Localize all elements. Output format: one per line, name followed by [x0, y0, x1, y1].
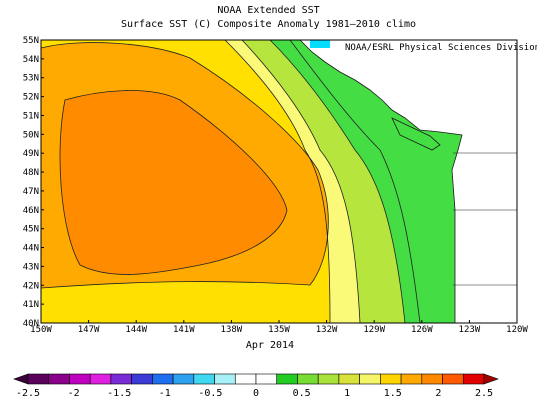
lat-tick-label: 42N: [23, 281, 39, 291]
colorbar-label: -0.5: [198, 388, 222, 399]
colorbar-below-arrow: [13, 373, 29, 385]
colorbar-cell: [317, 373, 340, 385]
colorbar-cell: [297, 373, 319, 385]
contour-lines: [41, 40, 421, 323]
colorbar-cell: [380, 373, 402, 385]
colorbar-cell: [48, 373, 70, 385]
lon-tick-label: 120W: [506, 325, 528, 335]
lat-axis: 55N 54N 53N 52N 51N 50N 49N 48N 47N 46N 45N 44N 43N 4…: [23, 36, 44, 329]
colorbar-label: -1: [159, 388, 171, 399]
credit-box: [343, 41, 516, 52]
colorbar-cell: [400, 373, 423, 385]
colorbar-label: 1: [344, 388, 350, 399]
colorbar-cell: [172, 373, 195, 385]
colorbar-label: 1.5: [384, 388, 402, 399]
lon-tick-label: 126W: [411, 325, 433, 335]
colorbar-above-arrow: [483, 373, 499, 385]
colorbar-cell: [131, 373, 153, 385]
lon-tick-label: 144W: [125, 325, 147, 335]
colorbar-label: 2: [435, 388, 441, 399]
colorbar-label: -2: [68, 388, 80, 399]
lat-tick-label: 49N: [23, 149, 39, 159]
colorbar-cell: [359, 373, 381, 385]
lat-tick-label: 48N: [23, 168, 39, 178]
cyan-coastal-patch: [310, 40, 330, 48]
lon-tick-label: 138W: [221, 325, 243, 335]
colorbar-cell: [27, 373, 50, 385]
colorbar-cell: [338, 373, 360, 385]
colorbar-cell: [234, 373, 257, 385]
lat-tick-label: 40N: [23, 319, 39, 329]
lat-tick-label: 50N: [23, 130, 39, 140]
lon-tick-label: 141W: [173, 325, 195, 335]
colorbar-cell: [152, 373, 174, 385]
colorbar-label: 2.5: [475, 388, 493, 399]
credit-label: NOAA/ESRL Physical Sciences Division: [345, 43, 537, 53]
colorbar-label: -1.5: [107, 388, 131, 399]
colorbar-cells: [13, 373, 499, 385]
colorbar-cell: [110, 373, 132, 385]
lat-tick-label: 45N: [23, 225, 39, 235]
lat-tick-label: 46N: [23, 206, 39, 216]
lon-tick-label: 123W: [459, 325, 481, 335]
colorbar-cell: [421, 373, 443, 385]
lon-tick-label: 132W: [316, 325, 338, 335]
map-title: NOAA Extended SST: [217, 5, 320, 16]
lat-tick-label: 43N: [23, 262, 39, 272]
colorbar-cell: [193, 373, 215, 385]
colorbar-cell: [214, 373, 236, 385]
colorbar-label: 0: [253, 388, 259, 399]
lat-tick-label: 52N: [23, 93, 39, 103]
lat-tick-label: 53N: [23, 74, 39, 84]
lon-tick-label: 150W: [30, 325, 52, 335]
lon-tick-label: 135W: [268, 325, 290, 335]
lat-tick-label: 41N: [23, 300, 39, 310]
colorbar-cell: [442, 373, 464, 385]
lon-tick-label: 129W: [363, 325, 385, 335]
period-label: Apr 2014: [246, 340, 294, 351]
lon-tick-label: 147W: [78, 325, 100, 335]
lon-axis: 150W 147W 144W 141W 138W 135W 132W 129W 126W 123W…: [30, 320, 528, 335]
colorbar-label: -2.5: [16, 388, 40, 399]
colorbar-cell: [276, 373, 298, 385]
map-subtitle: Surface SST (C) Composite Anomaly 1981–2…: [120, 19, 416, 30]
colorbar-cell: [89, 373, 112, 385]
anomaly-region-dark-orange: [60, 90, 287, 275]
colorbar-labels: -2.5 -2 -1.5 -1 -0.5 0 0.5 1 1.5 2 2.5: [16, 388, 493, 399]
lat-tick-label: 44N: [23, 244, 39, 254]
vancouver-island: [391, 117, 441, 151]
lat-tick-label: 55N: [23, 36, 39, 46]
state-borders: [453, 152, 517, 286]
north-america-landmass: [299, 40, 517, 323]
colorbar-cell: [69, 373, 91, 385]
colorbar-cell: [462, 373, 485, 385]
anomaly-field: [41, 40, 517, 323]
lat-tick-label: 54N: [23, 55, 39, 65]
colorbar-cell: [255, 373, 278, 385]
colorbar-label: 0.5: [293, 388, 311, 399]
lat-tick-label: 51N: [23, 111, 39, 121]
lat-tick-label: 47N: [23, 187, 39, 197]
